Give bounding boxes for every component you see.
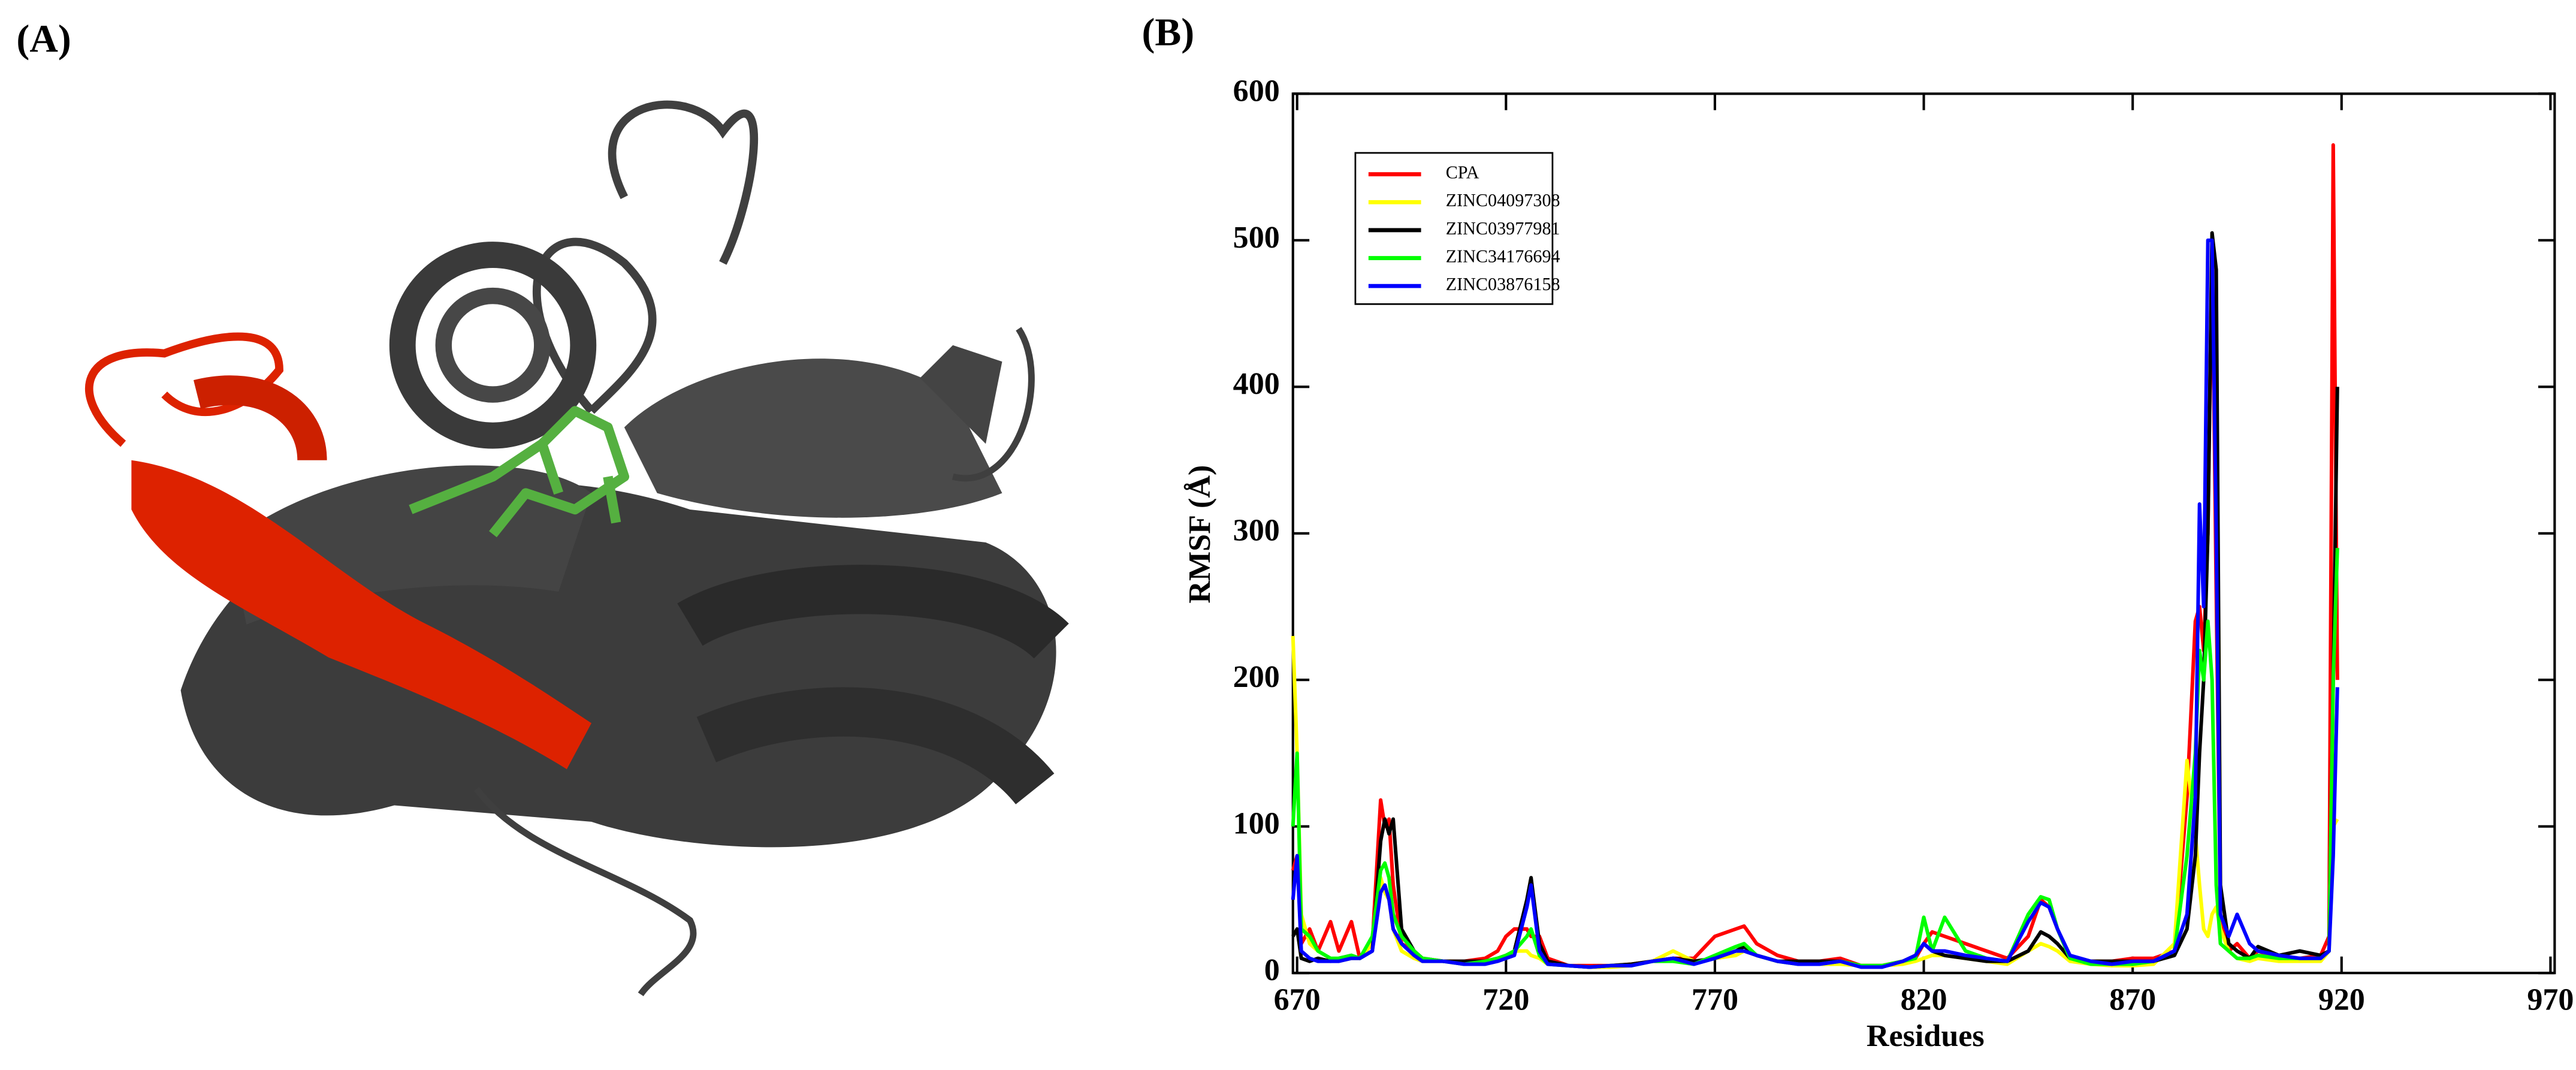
y-tick-label: 100	[1233, 807, 1280, 841]
legend-label: ZINC03876158	[1446, 274, 1560, 294]
y-tick-label: 500	[1233, 221, 1280, 255]
protein-structure	[85, 100, 1069, 997]
x-tick-label: 870	[2109, 982, 2156, 1017]
data-line	[1291, 635, 2339, 969]
y-tick-label: 600	[1233, 74, 1280, 108]
x-tick-label: 920	[2318, 982, 2365, 1017]
legend-label: ZINC03977981	[1446, 218, 1560, 239]
x-tick-label: 670	[1274, 982, 1321, 1017]
y-tick-label: 0	[1264, 953, 1280, 987]
legend-label: ZINC34176694	[1446, 246, 1560, 266]
data-line	[1291, 231, 2339, 969]
data-line	[1291, 548, 2339, 969]
y-axis-label: RMSF (Å)	[1183, 465, 1217, 604]
x-tick-label: 970	[2527, 982, 2574, 1017]
x-tick-label: 820	[1900, 982, 1947, 1017]
data-line	[1291, 238, 2339, 969]
legend-label: ZINC04097308	[1446, 190, 1560, 210]
panel-label: (A)	[16, 17, 71, 61]
x-tick-label: 770	[1692, 982, 1738, 1017]
y-tick-label: 200	[1233, 660, 1280, 694]
y-tick-label: 400	[1233, 367, 1280, 401]
legend-label: CPA	[1446, 162, 1479, 183]
panel-label: (B)	[1141, 10, 1194, 54]
y-tick-label: 300	[1233, 514, 1280, 548]
x-tick-label: 720	[1482, 982, 1529, 1017]
x-axis-label: Residues	[1867, 1019, 1985, 1053]
